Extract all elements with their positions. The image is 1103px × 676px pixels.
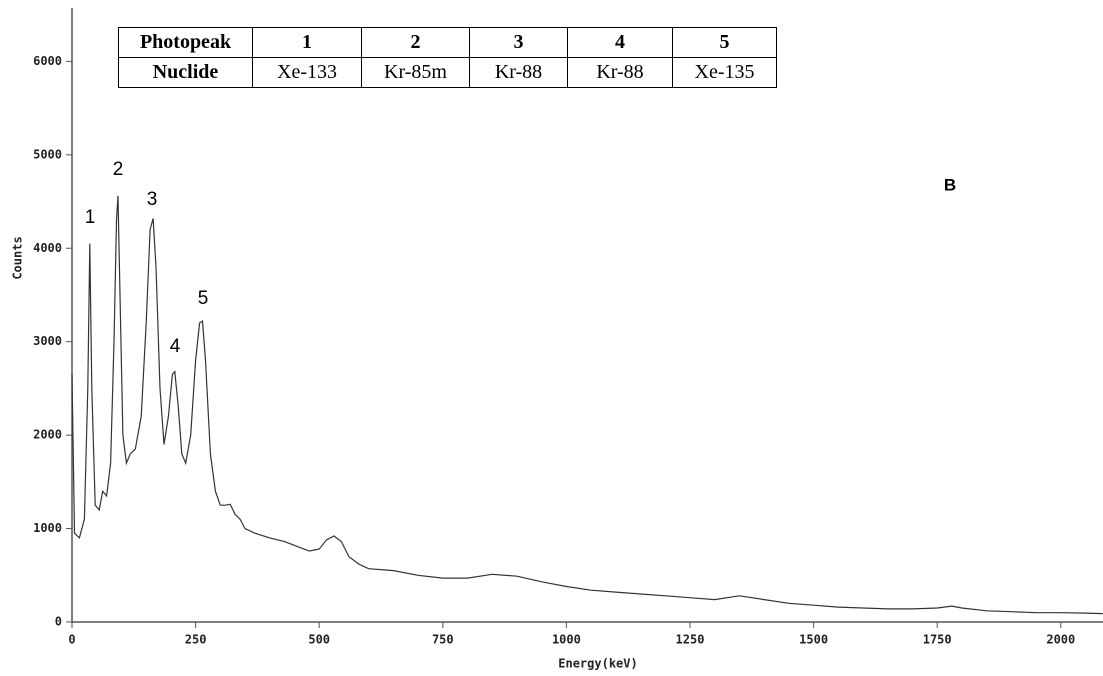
y-tick-label: 1000 xyxy=(33,521,62,535)
table-cell: Nuclide xyxy=(118,57,253,88)
y-tick-label: 5000 xyxy=(33,147,62,161)
annotation: 5 xyxy=(198,288,209,309)
x-tick-label: 2000 xyxy=(1046,633,1075,647)
x-tick-label: 500 xyxy=(308,633,330,647)
y-tick-label: 4000 xyxy=(33,241,62,255)
y-tick-label: 3000 xyxy=(33,334,62,348)
annotation: 3 xyxy=(147,189,158,210)
spectrum-line xyxy=(71,195,1103,615)
x-tick-label: 250 xyxy=(185,633,207,647)
table-cell: Xe-135 xyxy=(672,57,777,88)
x-tick-label: 1500 xyxy=(799,633,828,647)
y-tick-label: 0 xyxy=(55,615,62,629)
table-cell: 3 xyxy=(469,27,568,58)
annotation: B xyxy=(944,175,956,194)
x-tick-label: 1750 xyxy=(923,633,952,647)
annotation: 2 xyxy=(113,159,124,180)
x-axis-title: Energy(keV) xyxy=(558,657,637,671)
y-axis-title: Counts xyxy=(11,236,25,279)
x-tick-label: 0 xyxy=(68,633,75,647)
table-cell: Xe-133 xyxy=(252,57,362,88)
x-tick-label: 1250 xyxy=(676,633,705,647)
x-tick-label: 750 xyxy=(432,633,454,647)
nuclide-table: Photopeak 1 2 3 4 5 Nuclide Xe-133 Kr-85m Kr-88 Kr… xyxy=(118,27,777,88)
table-row: Nuclide Xe-133 Kr-85m Kr-88 Kr-88 Xe-135 xyxy=(118,57,777,88)
table-cell: 2 xyxy=(361,27,470,58)
table-cell: Kr-85m xyxy=(361,57,470,88)
table-cell: 1 xyxy=(252,27,362,58)
annotation: 1 xyxy=(85,207,96,228)
table-cell: Photopeak xyxy=(118,27,253,58)
y-tick-label: 6000 xyxy=(33,54,62,68)
table-cell: 5 xyxy=(672,27,777,58)
x-tick-label: 1000 xyxy=(552,633,581,647)
y-tick-label: 2000 xyxy=(33,428,62,442)
table-row: Photopeak 1 2 3 4 5 xyxy=(118,27,777,58)
table-cell: Kr-88 xyxy=(469,57,568,88)
annotation: 4 xyxy=(170,336,181,357)
table-cell: 4 xyxy=(567,27,673,58)
table-cell: Kr-88 xyxy=(567,57,673,88)
